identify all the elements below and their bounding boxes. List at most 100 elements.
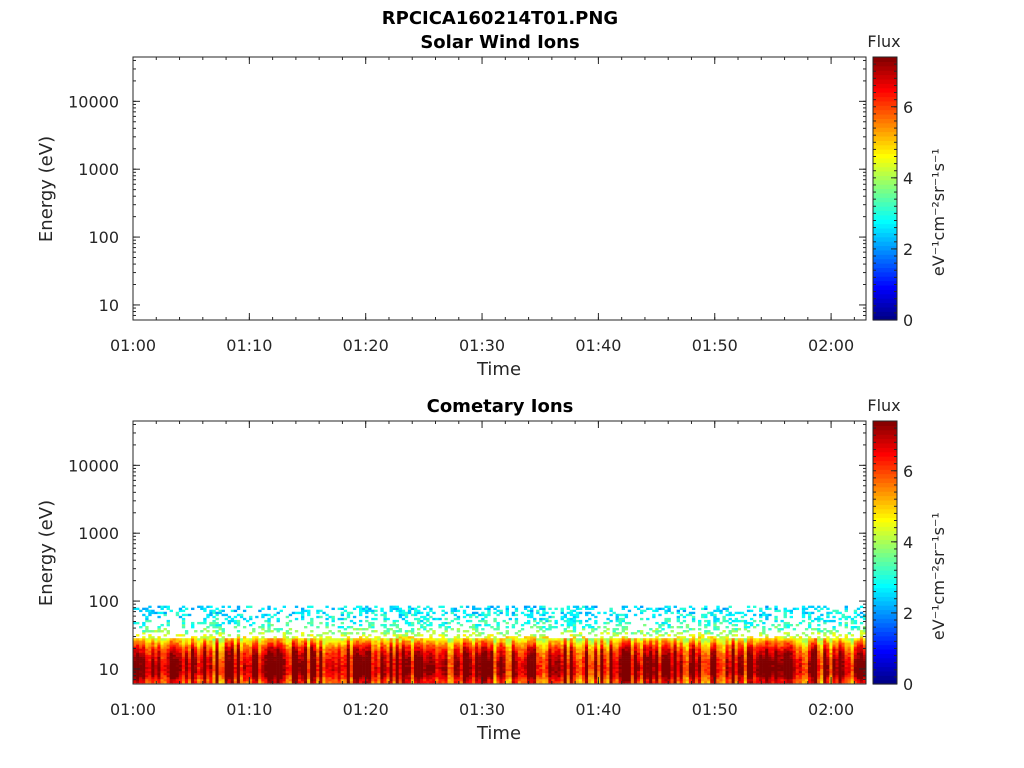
heatmap-cell (499, 656, 503, 659)
heatmap-cell (230, 642, 235, 645)
heatmap-cell (395, 644, 400, 647)
heatmap-cell (462, 670, 467, 674)
heatmap-cell (533, 644, 537, 647)
heatmap-cell (401, 617, 406, 621)
heatmap-cell (148, 662, 152, 666)
heatmap-cell (346, 650, 351, 653)
heatmap-cell (249, 605, 253, 608)
heatmap-cell (221, 662, 225, 666)
heatmap-cell (413, 609, 418, 613)
heatmap-cell (142, 623, 146, 627)
heatmap-cell (484, 615, 488, 619)
heatmap-cell (239, 656, 244, 659)
heatmap-cell (365, 605, 369, 608)
heatmap-cell (600, 666, 604, 670)
heatmap-cell (337, 666, 341, 670)
heatmap-cell (246, 646, 250, 649)
heatmap-cell (261, 642, 265, 645)
heatmap-cell (444, 662, 448, 666)
heatmap-cell (172, 676, 177, 680)
heatmap-cell (621, 672, 626, 676)
heatmap-cell (441, 642, 445, 645)
heatmap-cell (475, 670, 479, 674)
heatmap-cell (230, 646, 235, 649)
heatmap-cell (591, 666, 595, 670)
heatmap-cell (380, 676, 384, 680)
heatmap-cell (523, 638, 528, 641)
heatmap-cell (597, 644, 601, 647)
heatmap-cell (649, 664, 653, 668)
heatmap-cell (441, 605, 445, 608)
heatmap-cell (569, 674, 574, 678)
heatmap-cell (484, 654, 488, 657)
heatmap-cell (591, 674, 595, 678)
heatmap-cell (169, 609, 173, 613)
heatmap-cell (279, 670, 283, 674)
heatmap-cell (371, 656, 375, 659)
heatmap-cell (407, 640, 412, 643)
heatmap-cell (420, 626, 424, 629)
heatmap-cell (557, 668, 561, 672)
heatmap-cell (572, 654, 577, 657)
heatmap-cell (203, 680, 207, 684)
heatmap-cell (334, 674, 338, 678)
heatmap-cell (566, 672, 571, 676)
heatmap-cell (136, 658, 140, 661)
heatmap-cell (526, 646, 531, 649)
heatmap-cell (612, 680, 616, 684)
heatmap-cell (191, 640, 195, 643)
heatmap-cell (227, 646, 232, 649)
heatmap-cell (267, 648, 271, 651)
heatmap-cell (249, 664, 253, 668)
heatmap-cell (432, 617, 436, 621)
heatmap-cell (548, 615, 552, 619)
heatmap-cell (181, 619, 186, 623)
heatmap-cell (533, 623, 537, 627)
heatmap-cell (383, 654, 387, 657)
heatmap-cell (627, 672, 632, 676)
heatmap-cell (352, 640, 357, 643)
heatmap-cell (316, 648, 320, 651)
heatmap-cell (246, 664, 250, 668)
heatmap-cell (230, 654, 235, 657)
heatmap-cell (310, 654, 314, 657)
colorbar-segment (873, 175, 897, 181)
heatmap-cell (142, 670, 146, 674)
heatmap-cell (340, 613, 345, 617)
heatmap-cell (255, 678, 259, 682)
colorbar-segment (873, 280, 897, 286)
heatmap-cell (313, 652, 317, 655)
heatmap-cell (136, 648, 140, 651)
heatmap-cell (502, 674, 506, 678)
heatmap-cell (362, 678, 366, 682)
heatmap-cell (551, 642, 555, 645)
heatmap-cell (499, 660, 503, 663)
heatmap-cell (194, 650, 198, 653)
heatmap-cell (157, 654, 161, 657)
heatmap-cell (340, 632, 345, 635)
heatmap-cell (383, 668, 387, 672)
heatmap-cell (206, 658, 210, 661)
heatmap-cell (566, 619, 571, 623)
heatmap-cell (594, 656, 598, 659)
heatmap-cell (355, 640, 360, 643)
heatmap-cell (404, 634, 409, 637)
heatmap-cell (465, 605, 470, 608)
heatmap-cell (585, 656, 589, 659)
heatmap-cell (646, 670, 650, 674)
heatmap-cell (239, 662, 244, 666)
heatmap-cell (536, 658, 540, 661)
heatmap-cell (355, 648, 360, 651)
heatmap-cell (508, 636, 513, 639)
panel-title: Solar Wind Ions (420, 32, 579, 53)
heatmap-cell (450, 656, 454, 659)
heatmap-cell (264, 640, 268, 643)
heatmap-cell (395, 650, 400, 653)
heatmap-cell (612, 611, 616, 615)
heatmap-cell (572, 605, 577, 608)
heatmap-cell (566, 607, 571, 611)
heatmap-cell (316, 611, 320, 615)
heatmap-cell (481, 619, 485, 623)
heatmap-cell (221, 644, 225, 647)
heatmap-cell (410, 666, 415, 670)
